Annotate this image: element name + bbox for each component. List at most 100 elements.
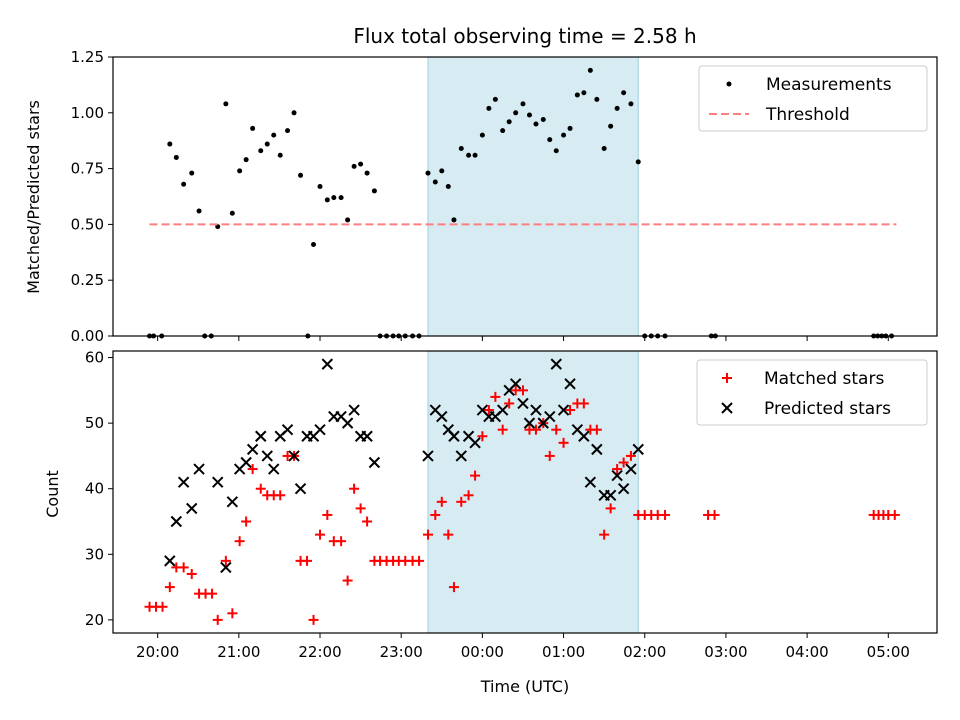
data-point [567,125,573,131]
data-point [635,159,641,165]
data-point [564,378,576,390]
data-point [207,588,218,599]
shaded-region [427,56,639,337]
data-point [530,424,541,435]
data-point [472,152,478,158]
data-point [170,515,183,528]
data-point [430,509,441,520]
data-point [226,496,239,508]
data-point [517,385,528,396]
data-point-b [604,489,617,501]
data-point [229,210,235,216]
data-point [709,509,720,520]
data-point [436,410,448,423]
data-point [255,430,267,442]
data-point [578,398,589,409]
data-point [614,105,620,111]
legend: Measurements Threshold [698,65,928,132]
data-point-b [455,450,467,462]
legend-label: Measurements [766,75,892,95]
data-point [466,152,472,158]
data-point [504,398,515,409]
data-point-b [550,358,562,370]
data-point-b [436,410,448,423]
data-point [550,358,562,370]
data-point [599,529,610,540]
x-tick-label: 03:00 [704,643,747,661]
data-point [212,476,224,488]
bottom-chart: Count Time (UTC) 20 30 40 50 60 20:00 21:00 22:… [43,349,938,696]
data-point-b [591,443,603,456]
data-point-b [611,469,623,482]
data-point [362,516,373,527]
data-point [322,509,333,520]
data-point [220,555,231,566]
plot-area [144,358,900,625]
data-point [173,154,179,160]
data-point [181,181,187,187]
data-point-b [544,410,556,423]
axes: 0.00 0.25 0.50 0.75 1.00 1.25 [71,48,938,345]
data-point [414,555,425,566]
data-point-b [348,404,360,416]
data-point [186,502,198,515]
y-tick-label: 0.25 [71,271,104,289]
observing-span [427,56,639,337]
legend-swatch-b [721,402,733,414]
data-point [591,424,602,435]
data-point [223,101,229,107]
data-point-b [170,515,183,528]
data-point [517,397,529,410]
x-tick-label: 20:00 [136,643,179,661]
data-point-b [429,404,442,416]
legend-label: Predicted stars [764,399,891,419]
data-point-b [335,410,347,423]
data-point [240,456,252,469]
data-point [530,404,542,416]
data-point-b [448,430,460,442]
series-measurements [147,67,895,339]
data-point-b [220,561,232,574]
y-tick-label: 20 [85,611,104,629]
data-point [261,450,273,462]
x-tick-label: 04:00 [785,643,828,661]
data-point [338,195,344,201]
data-point-b [281,423,294,436]
data-point [422,450,434,462]
data-point [486,105,492,111]
data-point [432,179,438,185]
legend-label: Threshold [765,105,850,125]
data-point-b [625,463,637,475]
data-point [584,476,597,488]
data-point-b [177,476,190,488]
data-point [246,443,259,456]
data-point-b [288,450,300,462]
data-point [458,146,464,152]
series-matched-stars [144,385,900,625]
y-tick-label: 40 [85,480,104,498]
data-point [591,443,603,456]
data-point [513,110,519,116]
data-point-b [564,378,576,390]
data-point [196,208,202,214]
data-point [553,148,559,154]
data-point-b [571,423,584,436]
data-point [311,241,317,247]
y-tick-label: 1.25 [71,48,104,66]
x-tick-label: 21:00 [217,643,260,661]
data-point-b [496,404,509,416]
data-point [544,410,556,423]
data-point [509,378,522,390]
data-point [291,110,297,116]
data-point-b [193,463,205,475]
data-point [243,157,249,163]
data-point-b [557,404,570,416]
data-point [439,168,445,174]
data-point [605,503,616,514]
axes: 20 30 40 50 60 20:00 21:00 22:00 23:00 00:00 01:00… [85,349,938,661]
data-point-b [578,430,590,442]
y-tick-label: 0.75 [71,160,104,178]
data-point [618,457,629,468]
data-point [443,529,454,540]
data-point [314,423,326,436]
